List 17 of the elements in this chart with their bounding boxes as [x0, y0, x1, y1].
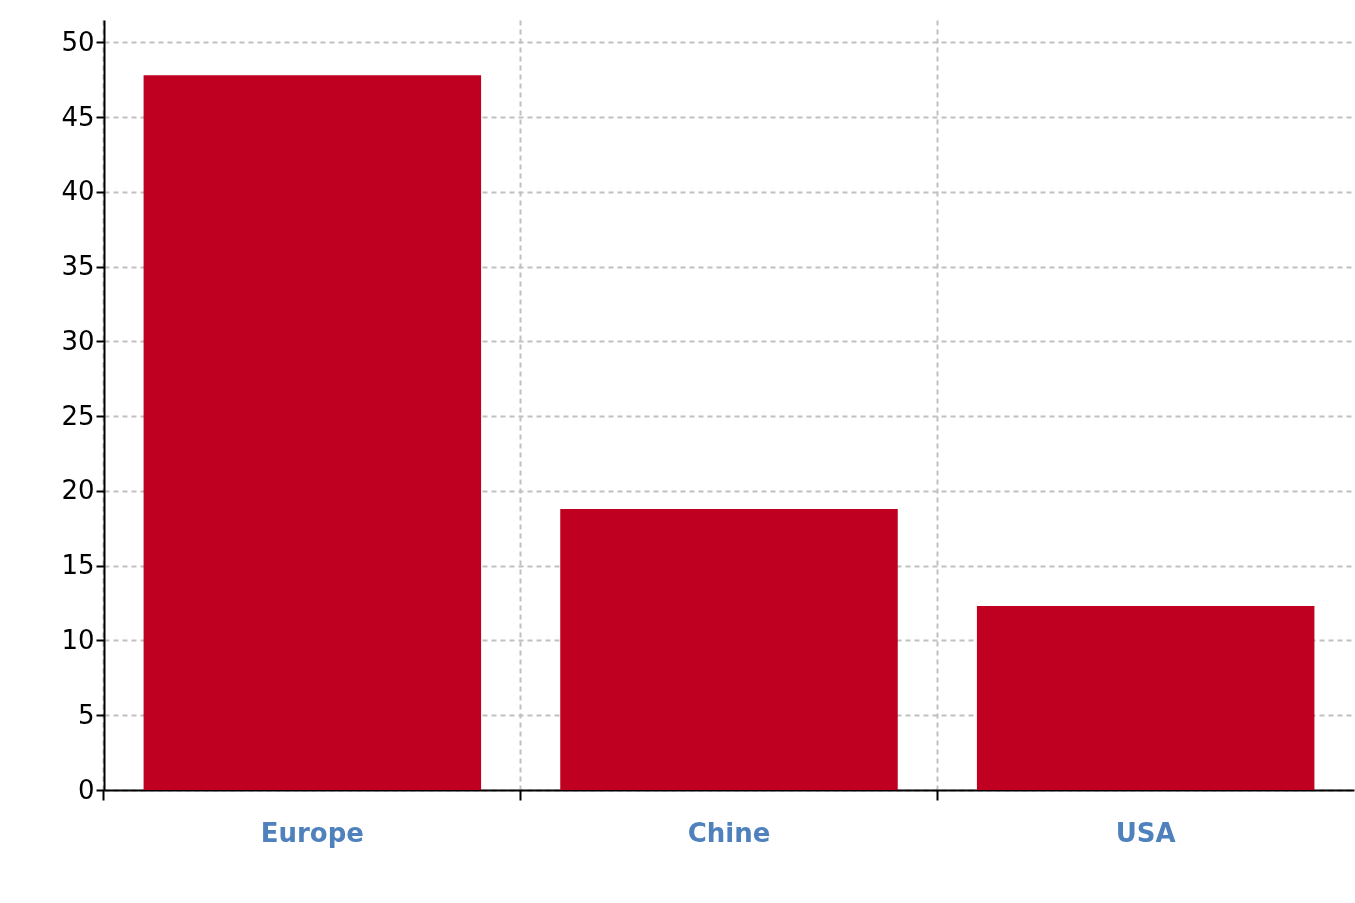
y-tick-label: 5: [77, 699, 95, 730]
y-tick-label: 10: [61, 624, 95, 655]
y-tick-label: 35: [61, 251, 95, 282]
bar: [560, 508, 898, 790]
y-tick-label: 45: [61, 101, 95, 132]
bar: [976, 606, 1315, 790]
x-tick-label: Chine: [687, 817, 771, 848]
y-tick-label: 15: [61, 550, 95, 581]
y-tick-label: 25: [61, 400, 95, 431]
bar: [143, 75, 482, 790]
y-tick-label: 40: [61, 176, 95, 207]
x-tick-label: Europe: [260, 817, 364, 848]
x-tick-label: USA: [1115, 817, 1176, 848]
y-tick-label: 20: [61, 475, 95, 506]
y-tick-label: 30: [61, 325, 95, 356]
y-tick-label: 0: [77, 774, 95, 805]
y-tick-label: 50: [61, 26, 95, 57]
